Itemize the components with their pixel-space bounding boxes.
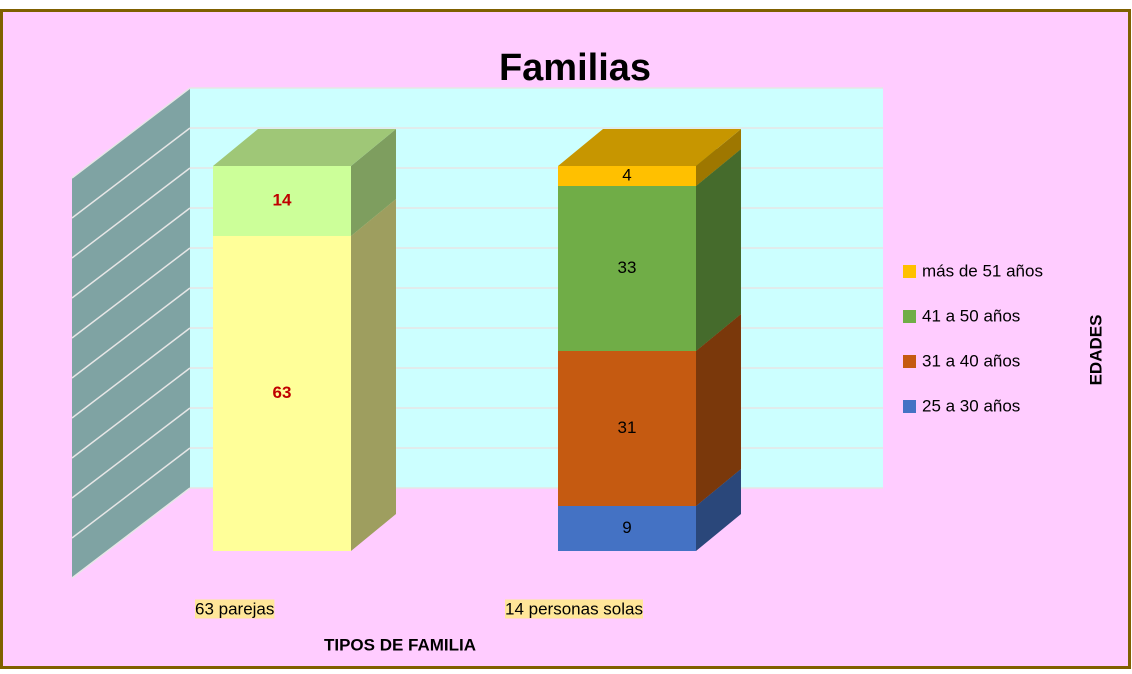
legend-swatch	[903, 265, 916, 278]
legend-title: EDADES	[1086, 315, 1105, 386]
side-grid-line	[71, 447, 191, 539]
x-tick-label: 63 parejas	[195, 599, 274, 618]
legend-label: 25 a 30 años	[922, 396, 1020, 415]
side-grid-line	[71, 127, 191, 219]
legend-swatch	[903, 355, 916, 368]
bar-side	[696, 149, 741, 351]
bar-side	[696, 129, 741, 186]
bar-top	[213, 129, 396, 166]
bar-segment	[558, 129, 741, 186]
side-grid-line	[71, 287, 191, 379]
side-grid-line	[71, 87, 191, 179]
side-grid-line	[71, 327, 191, 419]
side-grid-line	[71, 487, 191, 579]
legend-swatch	[903, 400, 916, 413]
bar-front	[558, 166, 696, 186]
bar-side	[696, 314, 741, 506]
bar-segment	[213, 199, 396, 551]
bar-front	[213, 236, 351, 551]
x-tick-highlight	[505, 599, 643, 619]
bar-side	[696, 469, 741, 551]
data-label: 9	[622, 518, 631, 537]
bar-side	[351, 199, 396, 551]
chart-title: Familias	[499, 47, 651, 89]
x-tick-label: 14 personas solas	[505, 599, 643, 618]
side-grid-line	[71, 367, 191, 459]
legend-label: 31 a 40 años	[922, 351, 1020, 370]
bar-top	[558, 129, 741, 166]
bar-side	[351, 129, 396, 236]
bar-front	[558, 186, 696, 351]
bar-front	[558, 351, 696, 506]
bar-front	[558, 506, 696, 551]
data-label: 4	[622, 165, 631, 184]
side-grid-line	[71, 247, 191, 339]
data-label: 14	[273, 190, 292, 209]
bar-front	[213, 166, 351, 236]
side-grid-line	[71, 407, 191, 499]
side-grid-line	[71, 207, 191, 299]
x-tick-highlight	[195, 599, 275, 619]
legend-label: 41 a 50 años	[922, 306, 1020, 325]
x-axis-label: TIPOS DE FAMILIA	[324, 635, 476, 654]
data-label: 31	[618, 418, 637, 437]
side-grid-line	[71, 167, 191, 259]
legend-swatch	[903, 310, 916, 323]
data-label: 63	[273, 383, 292, 402]
bar-segment	[213, 129, 396, 236]
data-label: 33	[618, 258, 637, 277]
legend-label: más de 51 años	[922, 261, 1043, 280]
